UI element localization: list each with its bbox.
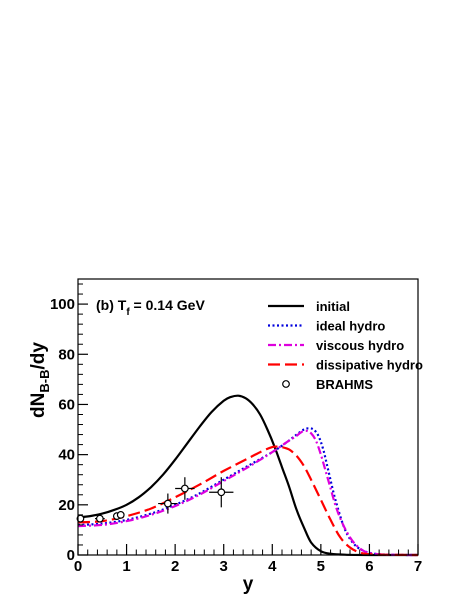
series-line-dissipative-hydro xyxy=(77,445,419,557)
data-point xyxy=(175,477,195,500)
y-tick-label: 100 xyxy=(50,296,75,313)
legend-label: initial xyxy=(316,299,350,314)
legend-label: BRAHMS xyxy=(316,377,373,392)
annotation-sub: f xyxy=(126,307,130,318)
annotation-prefix: (b) T xyxy=(96,297,127,313)
legend-label: ideal hydro xyxy=(316,319,385,334)
x-axis-title: y xyxy=(243,574,254,595)
x-tick-label: 0 xyxy=(74,558,82,575)
axes-layer xyxy=(77,278,419,556)
legend-entry: initial xyxy=(268,299,350,314)
data-point xyxy=(209,477,234,508)
tick-labels-layer: 0 1 2 3 4 5 6 7 0 20 40 60 80 100 xyxy=(50,296,422,575)
legend-entry: dissipative hydro xyxy=(268,358,423,373)
y-axis-title: dNB-B/dy xyxy=(28,342,52,418)
plot-frame xyxy=(77,278,419,556)
y-tick-label: 40 xyxy=(58,447,75,464)
series-line-initial xyxy=(77,394,418,557)
data-point xyxy=(116,510,125,519)
annotation-text: (b) Tf = 0.14 GeV xyxy=(96,297,205,318)
x-tick-label: 3 xyxy=(220,558,228,575)
series-line-ideal-hydro xyxy=(77,427,419,557)
y-axis-title-main: dN xyxy=(28,393,49,418)
legend-label: viscous hydro xyxy=(316,338,404,353)
legend-entry: ideal hydro xyxy=(268,319,385,334)
legend-entry: viscous hydro xyxy=(268,338,404,353)
legend-label: dissipative hydro xyxy=(316,358,423,373)
legend-entry: BRAHMS xyxy=(282,377,373,392)
legend: initial ideal hydro viscous hydro dissipati… xyxy=(268,299,423,392)
y-tick-label: 20 xyxy=(58,497,75,514)
x-tick-label: 6 xyxy=(365,558,373,575)
curves-layer xyxy=(77,394,419,557)
data-points-layer xyxy=(76,477,234,523)
y-axis-title-tail: /dy xyxy=(28,342,49,370)
x-tick-label: 5 xyxy=(317,558,325,575)
legend-marker xyxy=(282,380,290,388)
y-tick-label: 0 xyxy=(67,547,75,564)
y-tick-label: 60 xyxy=(58,396,75,413)
x-tick-label: 2 xyxy=(171,558,179,575)
x-tick-label: 7 xyxy=(414,558,422,575)
y-tick-label: 80 xyxy=(58,346,75,363)
y-axis-title-sub: B-B xyxy=(37,370,52,393)
series-line-viscous-hydro xyxy=(77,429,419,557)
data-point xyxy=(158,493,178,514)
x-tick-label: 4 xyxy=(268,558,277,575)
annotation-suffix: = 0.14 GeV xyxy=(130,297,206,313)
data-point xyxy=(95,514,105,523)
x-tick-label: 1 xyxy=(122,558,130,575)
